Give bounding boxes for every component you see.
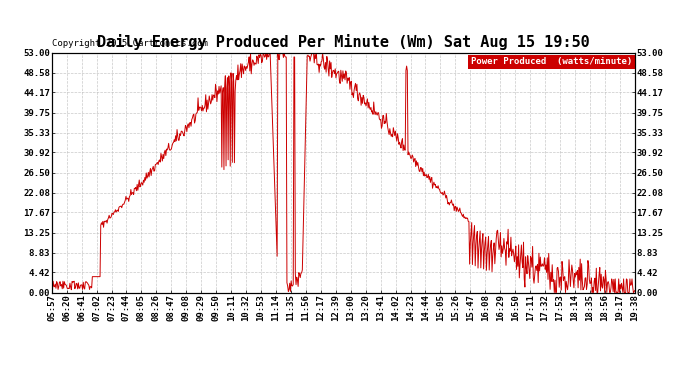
Title: Daily Energy Produced Per Minute (Wm) Sat Aug 15 19:50: Daily Energy Produced Per Minute (Wm) Sa…	[97, 34, 590, 50]
Text: Power Produced  (watts/minute): Power Produced (watts/minute)	[471, 57, 632, 66]
Text: Copyright 2015 Cartronics.com: Copyright 2015 Cartronics.com	[52, 39, 208, 48]
